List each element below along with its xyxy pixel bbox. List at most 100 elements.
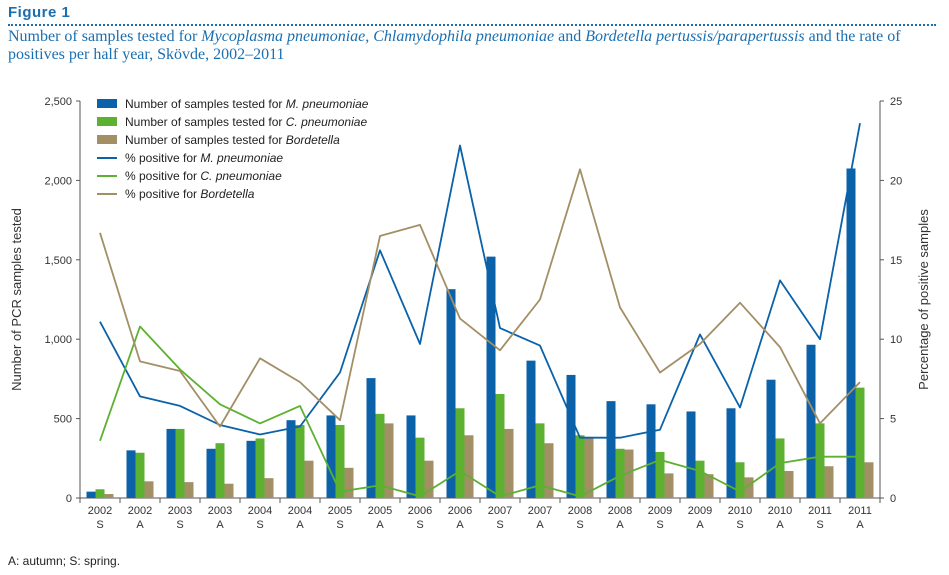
bar-cp xyxy=(175,428,185,498)
x-tick-label-season: S xyxy=(496,519,503,531)
bar-cp xyxy=(815,423,825,498)
bar-mp xyxy=(366,378,376,498)
x-tick-label-season: S xyxy=(416,519,423,531)
y2-tick-label: 25 xyxy=(890,96,902,108)
bar-cp xyxy=(455,408,465,498)
x-tick-label-year: 2005 xyxy=(328,505,352,517)
bar-bord xyxy=(624,449,634,498)
y2-tick-label: 10 xyxy=(890,334,902,346)
bar-bord xyxy=(784,471,794,498)
y-tick-label: 500 xyxy=(54,414,72,426)
x-tick-label-season: A xyxy=(856,519,864,531)
x-tick-label-year: 2010 xyxy=(728,505,752,517)
bar-cp xyxy=(415,437,425,498)
bar-bord xyxy=(504,428,514,498)
title-part: Chlamydophila pneumoniae xyxy=(373,28,555,45)
title-part: Number of samples tested for xyxy=(8,28,202,45)
x-tick-label-year: 2010 xyxy=(768,505,792,517)
y-tick-label: 1,500 xyxy=(44,255,72,267)
bar-bord xyxy=(344,467,354,498)
bar-cp xyxy=(575,435,585,498)
bar-mp xyxy=(726,408,736,498)
bar-mp xyxy=(406,415,416,498)
x-tick-label-season: A xyxy=(536,519,544,531)
bar-bord xyxy=(744,477,754,498)
bars-group xyxy=(86,168,874,499)
x-tick-label-season: S xyxy=(336,519,343,531)
bar-bord xyxy=(704,474,714,498)
legend-entry: Number of samples tested for C. pneumoni… xyxy=(125,115,367,129)
y-tick-label: 0 xyxy=(66,493,72,505)
bar-mp xyxy=(846,168,856,499)
bar-mp xyxy=(326,415,336,498)
bar-cp xyxy=(735,462,745,498)
bar-cp xyxy=(535,423,545,498)
legend-entry: % positive for Bordetella xyxy=(125,187,255,201)
x-tick-label-year: 2003 xyxy=(208,505,232,517)
bar-cp xyxy=(655,451,665,498)
bar-cp xyxy=(135,452,145,498)
x-tick-label-year: 2009 xyxy=(688,505,712,517)
bar-cp xyxy=(295,424,305,498)
legend: Number of samples tested for M. pneumoni… xyxy=(97,97,369,201)
x-tick-label-season: A xyxy=(616,519,624,531)
title-part: and xyxy=(554,28,586,45)
bar-mp xyxy=(606,401,616,498)
x-tick-label-year: 2002 xyxy=(88,505,112,517)
axes-group: 0 500 1,000 1,500 2,000 2,500 0 5 10 15 20 25 2002 S 2… xyxy=(44,96,902,531)
title-part: Bordetella pertussis/parapertussis xyxy=(585,28,805,45)
bar-bord xyxy=(224,483,234,498)
legend-entry: Number of samples tested for Bordetella xyxy=(125,133,340,147)
bar-mp xyxy=(86,491,96,498)
bar-mp xyxy=(566,374,576,498)
bar-mp xyxy=(806,344,816,498)
bar-bord xyxy=(264,478,274,498)
bar-bord xyxy=(864,462,874,498)
bar-bord xyxy=(544,443,554,498)
bar-bord xyxy=(424,460,434,498)
line-mp xyxy=(99,123,861,439)
x-tick-label-season: A xyxy=(136,519,144,531)
bar-bord xyxy=(384,423,394,498)
x-tick-label-year: 2006 xyxy=(448,505,472,517)
bar-mp xyxy=(486,256,496,498)
x-tick-label-year: 2007 xyxy=(488,505,512,517)
bar-cp xyxy=(95,489,105,498)
bar-bord xyxy=(104,494,114,498)
x-tick-label-season: A xyxy=(456,519,464,531)
x-tick-label-year: 2002 xyxy=(128,505,152,517)
x-tick-label-year: 2006 xyxy=(408,505,432,517)
bar-mp xyxy=(686,411,696,498)
x-tick-label-season: S xyxy=(576,519,583,531)
axis-labels: Number of PCR samples tested Percentage o… xyxy=(9,208,931,391)
lines-group xyxy=(99,123,861,498)
x-tick-label-year: 2005 xyxy=(368,505,392,517)
x-tick-label-season: A xyxy=(696,519,704,531)
bar-mp xyxy=(286,420,296,498)
x-tick-label-year: 2007 xyxy=(528,505,552,517)
figure-title: Number of samples tested for Mycoplasma … xyxy=(8,28,936,64)
x-tick-label-season: S xyxy=(816,519,823,531)
bar-mp xyxy=(206,448,216,498)
bar-mp xyxy=(126,450,136,498)
x-tick-label-year: 2004 xyxy=(248,505,272,517)
x-tick-label-year: 2011 xyxy=(808,505,832,517)
legend-entry: % positive for C. pneumoniae xyxy=(125,169,282,183)
legend-entry: % positive for M. pneumoniae xyxy=(125,151,283,165)
x-tick-label-season: S xyxy=(656,519,663,531)
x-tick-label-year: 2008 xyxy=(608,505,632,517)
legend-swatch-bar-bord xyxy=(97,135,117,144)
bar-bord xyxy=(184,482,194,498)
bar-cp xyxy=(375,413,385,498)
x-tick-label-year: 2008 xyxy=(568,505,592,517)
y-tick-label: 2,500 xyxy=(44,96,72,108)
bar-cp xyxy=(335,424,345,498)
line-bord xyxy=(99,168,861,428)
bar-cp xyxy=(855,387,865,498)
x-tick-label-season: S xyxy=(96,519,103,531)
bar-mp xyxy=(646,404,656,498)
line-cp xyxy=(99,325,860,498)
x-tick-label-season: A xyxy=(216,519,224,531)
figure-label: Figure 1 xyxy=(8,4,71,21)
